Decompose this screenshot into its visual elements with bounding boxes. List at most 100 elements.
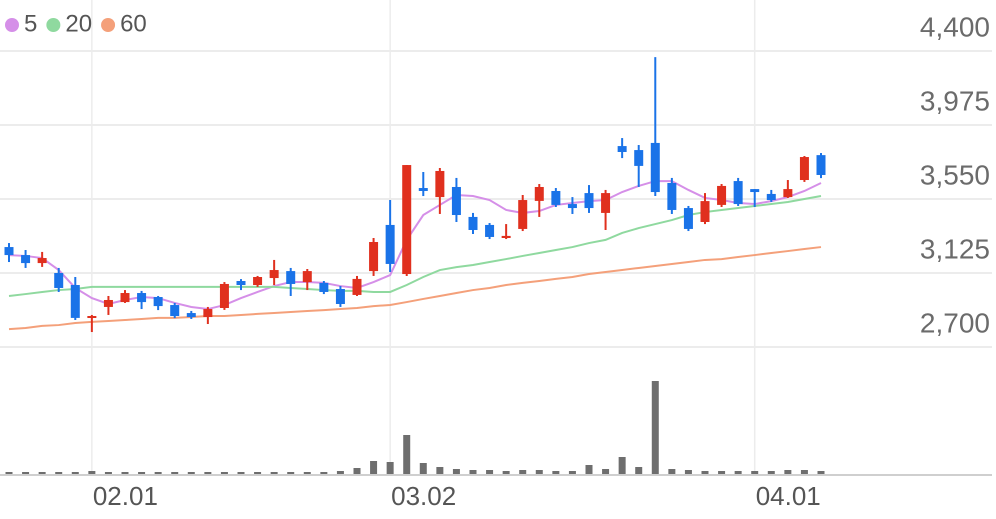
candle-body — [21, 255, 31, 264]
legend-marker — [5, 18, 19, 32]
candle-body — [319, 282, 329, 292]
legend-marker — [46, 18, 61, 32]
volume-bar — [303, 472, 311, 474]
candle-body — [485, 224, 495, 237]
candle-body — [799, 157, 809, 181]
candle-body — [203, 309, 213, 318]
volume-bar — [436, 467, 444, 474]
legend-label: 60 — [120, 10, 147, 37]
volume-bar — [5, 472, 13, 474]
volume-bar — [751, 471, 759, 474]
candle-body — [700, 201, 710, 222]
candle-body — [601, 193, 611, 213]
volume-bar — [718, 471, 726, 474]
candle-body — [120, 293, 130, 303]
candle-body — [54, 273, 64, 288]
candle-body — [667, 182, 677, 210]
volume-bar — [55, 472, 63, 474]
y-tick-label: 3,550 — [920, 159, 990, 190]
volume-bar — [535, 470, 543, 474]
candle-body — [733, 181, 743, 205]
volume-bar — [668, 469, 676, 474]
volume-bar — [138, 472, 146, 474]
candle-body — [385, 224, 395, 264]
volume-bar — [452, 469, 460, 474]
volume-bar — [602, 469, 610, 474]
volume-bar — [22, 472, 30, 474]
volume-bar — [287, 472, 295, 474]
volume-bar — [171, 472, 179, 474]
volume-bar — [237, 472, 245, 474]
candle-body — [816, 155, 826, 175]
volume-bar — [552, 471, 560, 474]
candle-body — [766, 193, 776, 201]
candle-body — [37, 258, 47, 264]
candle-body — [468, 216, 478, 230]
volume-bar — [784, 470, 792, 474]
candle-body — [551, 190, 561, 205]
candle-body — [253, 277, 263, 286]
volume-bar — [419, 463, 427, 474]
candle-body — [750, 189, 760, 193]
volume-bar — [502, 471, 510, 474]
ma-line — [8, 246, 822, 331]
y-tick-label: 4,400 — [920, 11, 990, 42]
volume-bar — [635, 467, 643, 474]
volume-bar — [187, 472, 195, 474]
volume-bar — [353, 468, 361, 474]
candle-body — [435, 170, 445, 198]
legend-label: 20 — [65, 10, 92, 37]
volume-bar — [585, 465, 593, 474]
candle-body — [170, 305, 180, 317]
candle-body — [236, 281, 246, 286]
candle-body — [335, 289, 345, 304]
volume-bar — [254, 472, 262, 474]
volume-bar — [270, 472, 278, 474]
volume-bar — [154, 472, 162, 474]
candle-body — [783, 189, 793, 198]
candle-body — [418, 188, 428, 191]
volume-bar — [618, 457, 626, 474]
x-tick-label: 04.01 — [756, 481, 821, 511]
candle-body — [4, 247, 14, 256]
y-tick-label: 2,700 — [920, 307, 990, 338]
candle-body — [302, 271, 312, 283]
volume-bar — [568, 471, 576, 474]
candle-body — [269, 270, 279, 279]
volume-bar — [104, 472, 112, 474]
volume-bar — [88, 471, 96, 474]
candle-body — [87, 316, 97, 319]
ma-line — [8, 195, 822, 297]
volume-bar — [684, 470, 692, 474]
volume-bar — [320, 472, 328, 474]
volume-bar — [403, 435, 411, 474]
legend-marker — [101, 18, 116, 32]
candle-body — [634, 150, 644, 166]
volume-bar — [220, 472, 228, 474]
candle-body — [584, 193, 594, 209]
candle-body — [501, 235, 511, 239]
candle-body — [153, 297, 163, 307]
candle-body — [451, 186, 461, 216]
volume-bar — [734, 471, 742, 474]
volume-bar — [767, 471, 775, 474]
candle-body — [518, 200, 528, 229]
volume-bar — [486, 470, 494, 474]
x-tick-label: 02.01 — [93, 481, 158, 511]
candle-body — [186, 313, 196, 318]
candle-body — [137, 293, 147, 303]
legend-label: 5 — [24, 10, 37, 37]
candle-body — [534, 186, 544, 201]
volume-bar — [469, 470, 477, 474]
volume-bar — [817, 471, 825, 474]
candle-body — [219, 283, 229, 308]
volume-bar — [519, 470, 527, 474]
candle-body — [70, 285, 80, 318]
volume-bar — [701, 471, 709, 474]
x-tick-label: 03.02 — [391, 481, 456, 511]
volume-bar — [121, 472, 129, 474]
candle-body — [352, 278, 362, 295]
volume-bar — [204, 472, 212, 474]
volume-bar — [386, 462, 394, 474]
